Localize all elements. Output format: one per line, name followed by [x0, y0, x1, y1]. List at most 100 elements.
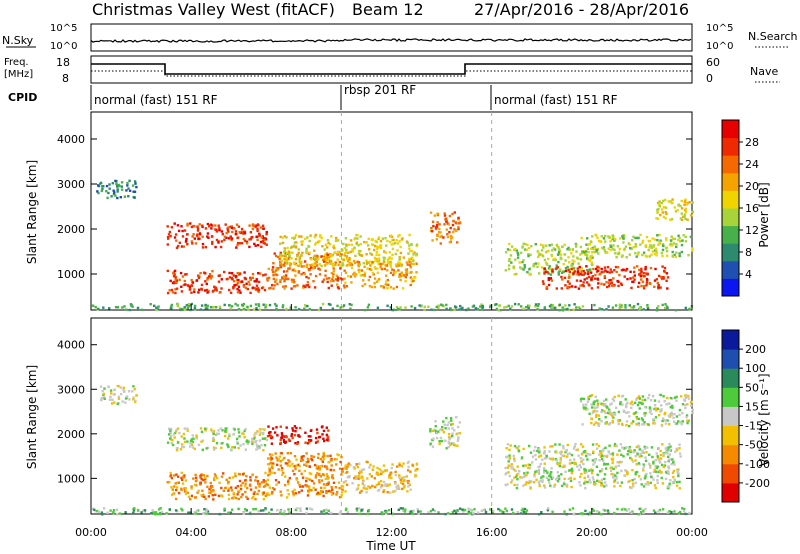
power-echo-region: [541, 265, 670, 290]
colorbar-segment: [722, 225, 739, 244]
freq-unit-label: [MHz]: [4, 69, 33, 80]
y-tick-label: 1000: [57, 472, 85, 485]
colorbar-segment: [722, 482, 739, 503]
colorbar-tick-label: 200: [745, 343, 766, 356]
colorbar-segment: [722, 349, 739, 369]
cpid-segment-1: normal (fast) 151 RF: [94, 93, 218, 107]
velocity-echo-region: [266, 425, 330, 446]
nsearch-tick-top: 10^5: [706, 23, 733, 34]
power-echo-region: [96, 179, 138, 200]
colorbar-segment: [722, 155, 739, 174]
time-axis: 00:00 04:00 08:00 12:00 16:00 20:00 00:00: [75, 526, 708, 539]
x-tick-label: 16:00: [476, 526, 508, 539]
colorbar-tick-label: 8: [745, 246, 752, 259]
nave-label: Nave: [750, 65, 778, 78]
nsky-tick-bottom: 10^0: [50, 41, 77, 52]
x-tick-label: 04:00: [175, 526, 207, 539]
velocity-echo-region: [429, 416, 461, 450]
x-tick-label: 00:00: [75, 526, 107, 539]
colorbar-frame: [721, 329, 740, 503]
velocity-colorbar: -200 -100 -50 -15 15 50 100 200: [721, 329, 770, 503]
colorbar-segment: [722, 190, 739, 209]
velocity-colorbar-label: Velocity [m s⁻¹]: [757, 373, 771, 466]
colorbar-tick-label: 12: [745, 224, 759, 237]
freq-tick-top: 18: [56, 56, 70, 69]
colorbar-segment: [722, 406, 739, 427]
power-colorbar-label: Power [dB]: [757, 182, 771, 247]
cpid-segment-2: rbsp 201 RF: [344, 83, 416, 97]
velocity-echo-region: [99, 384, 138, 405]
power-panel-frame: [90, 111, 693, 311]
colorbar-tick-label: 24: [745, 158, 759, 171]
time-axis-label: Time UT: [365, 539, 416, 553]
nsky-label: N.Sky: [2, 34, 34, 47]
colorbar-segment: [722, 243, 739, 262]
y-tick-label: 2000: [57, 223, 85, 236]
cpid-label: CPID: [8, 91, 37, 104]
power-echo-region: [429, 211, 462, 245]
x-tick-label: 08:00: [275, 526, 307, 539]
freq-panel-frame: [90, 55, 693, 84]
x-tick-label: 20:00: [576, 526, 608, 539]
y-tick-label: 3000: [57, 383, 85, 396]
date-range: 27/Apr/2016 - 28/Apr/2016: [474, 0, 689, 19]
freq-tick-bottom: 8: [62, 72, 69, 85]
power-echo-region: [579, 233, 694, 259]
colorbar-tick-label: -15: [745, 420, 763, 433]
y-tick-label: 1000: [57, 268, 85, 281]
colorbar-tick-label: 28: [745, 136, 759, 149]
colorbar-tick-label: 16: [745, 202, 759, 215]
colorbar-segment: [722, 330, 739, 350]
freq-trace: [91, 63, 692, 75]
colorbar-segment: [722, 260, 739, 279]
colorbar-segment: [722, 368, 739, 388]
beam-label: Beam 12: [352, 0, 424, 19]
nave-tick-top: 60: [706, 56, 720, 69]
colorbar-segment: [722, 137, 739, 156]
colorbar-tick-label: -50: [745, 439, 763, 452]
velocity-echo-region: [91, 507, 691, 516]
freq-label: Freq.: [4, 57, 29, 68]
colorbar-tick-label: 15: [745, 400, 759, 413]
y-tick-label: 3000: [57, 178, 85, 191]
velocity-echo-region: [166, 427, 269, 452]
power-echo-region: [342, 260, 418, 290]
x-tick-label: 12:00: [376, 526, 408, 539]
y-tick-label: 4000: [57, 133, 85, 146]
nsearch-label: N.Search: [748, 30, 798, 43]
colorbar-segment: [722, 172, 739, 191]
colorbar-segment: [722, 444, 739, 465]
colorbar-tick-label: 50: [745, 381, 759, 394]
y-tick-label: 4000: [57, 339, 85, 352]
velocity-heatmap: [91, 318, 694, 516]
nave-tick-bottom: 0: [706, 72, 713, 85]
colorbar-tick-label: 20: [745, 180, 759, 193]
y-tick-label: 2000: [57, 428, 85, 441]
nsky-panel-frame: [90, 23, 693, 52]
power-echo-region: [655, 198, 694, 221]
power-y-axis: 1000 2000 3000 4000: [57, 133, 693, 310]
power-colorbar: 4 8 12 16 20 24 28: [721, 119, 759, 297]
nsky-tick-top: 10^5: [50, 23, 77, 34]
power-echo-region: [166, 269, 269, 295]
velocity-panel-frame: [90, 317, 693, 515]
colorbar-tick-label: 4: [745, 268, 752, 281]
velocity-echo-region: [579, 393, 694, 428]
power-echo-region: [166, 222, 268, 249]
velocity-echo-region: [504, 442, 682, 490]
velocity-y-axis: 1000 2000 3000 4000: [57, 339, 693, 514]
velocity-echo-region: [341, 460, 419, 494]
colorbar-segment: [722, 278, 739, 297]
colorbar-segment: [722, 463, 739, 484]
nave-trace: [91, 70, 692, 77]
power-ylabel: Slant Range [km]: [25, 160, 39, 264]
x-tick-label: 00:00: [676, 526, 708, 539]
colorbar-tick-label: -200: [745, 477, 770, 490]
colorbar-tick-label: 100: [745, 362, 766, 375]
colorbar-segment: [722, 208, 739, 227]
chart-title: Christmas Valley West (fitACF): [92, 0, 335, 19]
colorbar-segment: [722, 425, 739, 446]
colorbar-segment: [722, 387, 739, 407]
power-heatmap: [91, 112, 694, 312]
